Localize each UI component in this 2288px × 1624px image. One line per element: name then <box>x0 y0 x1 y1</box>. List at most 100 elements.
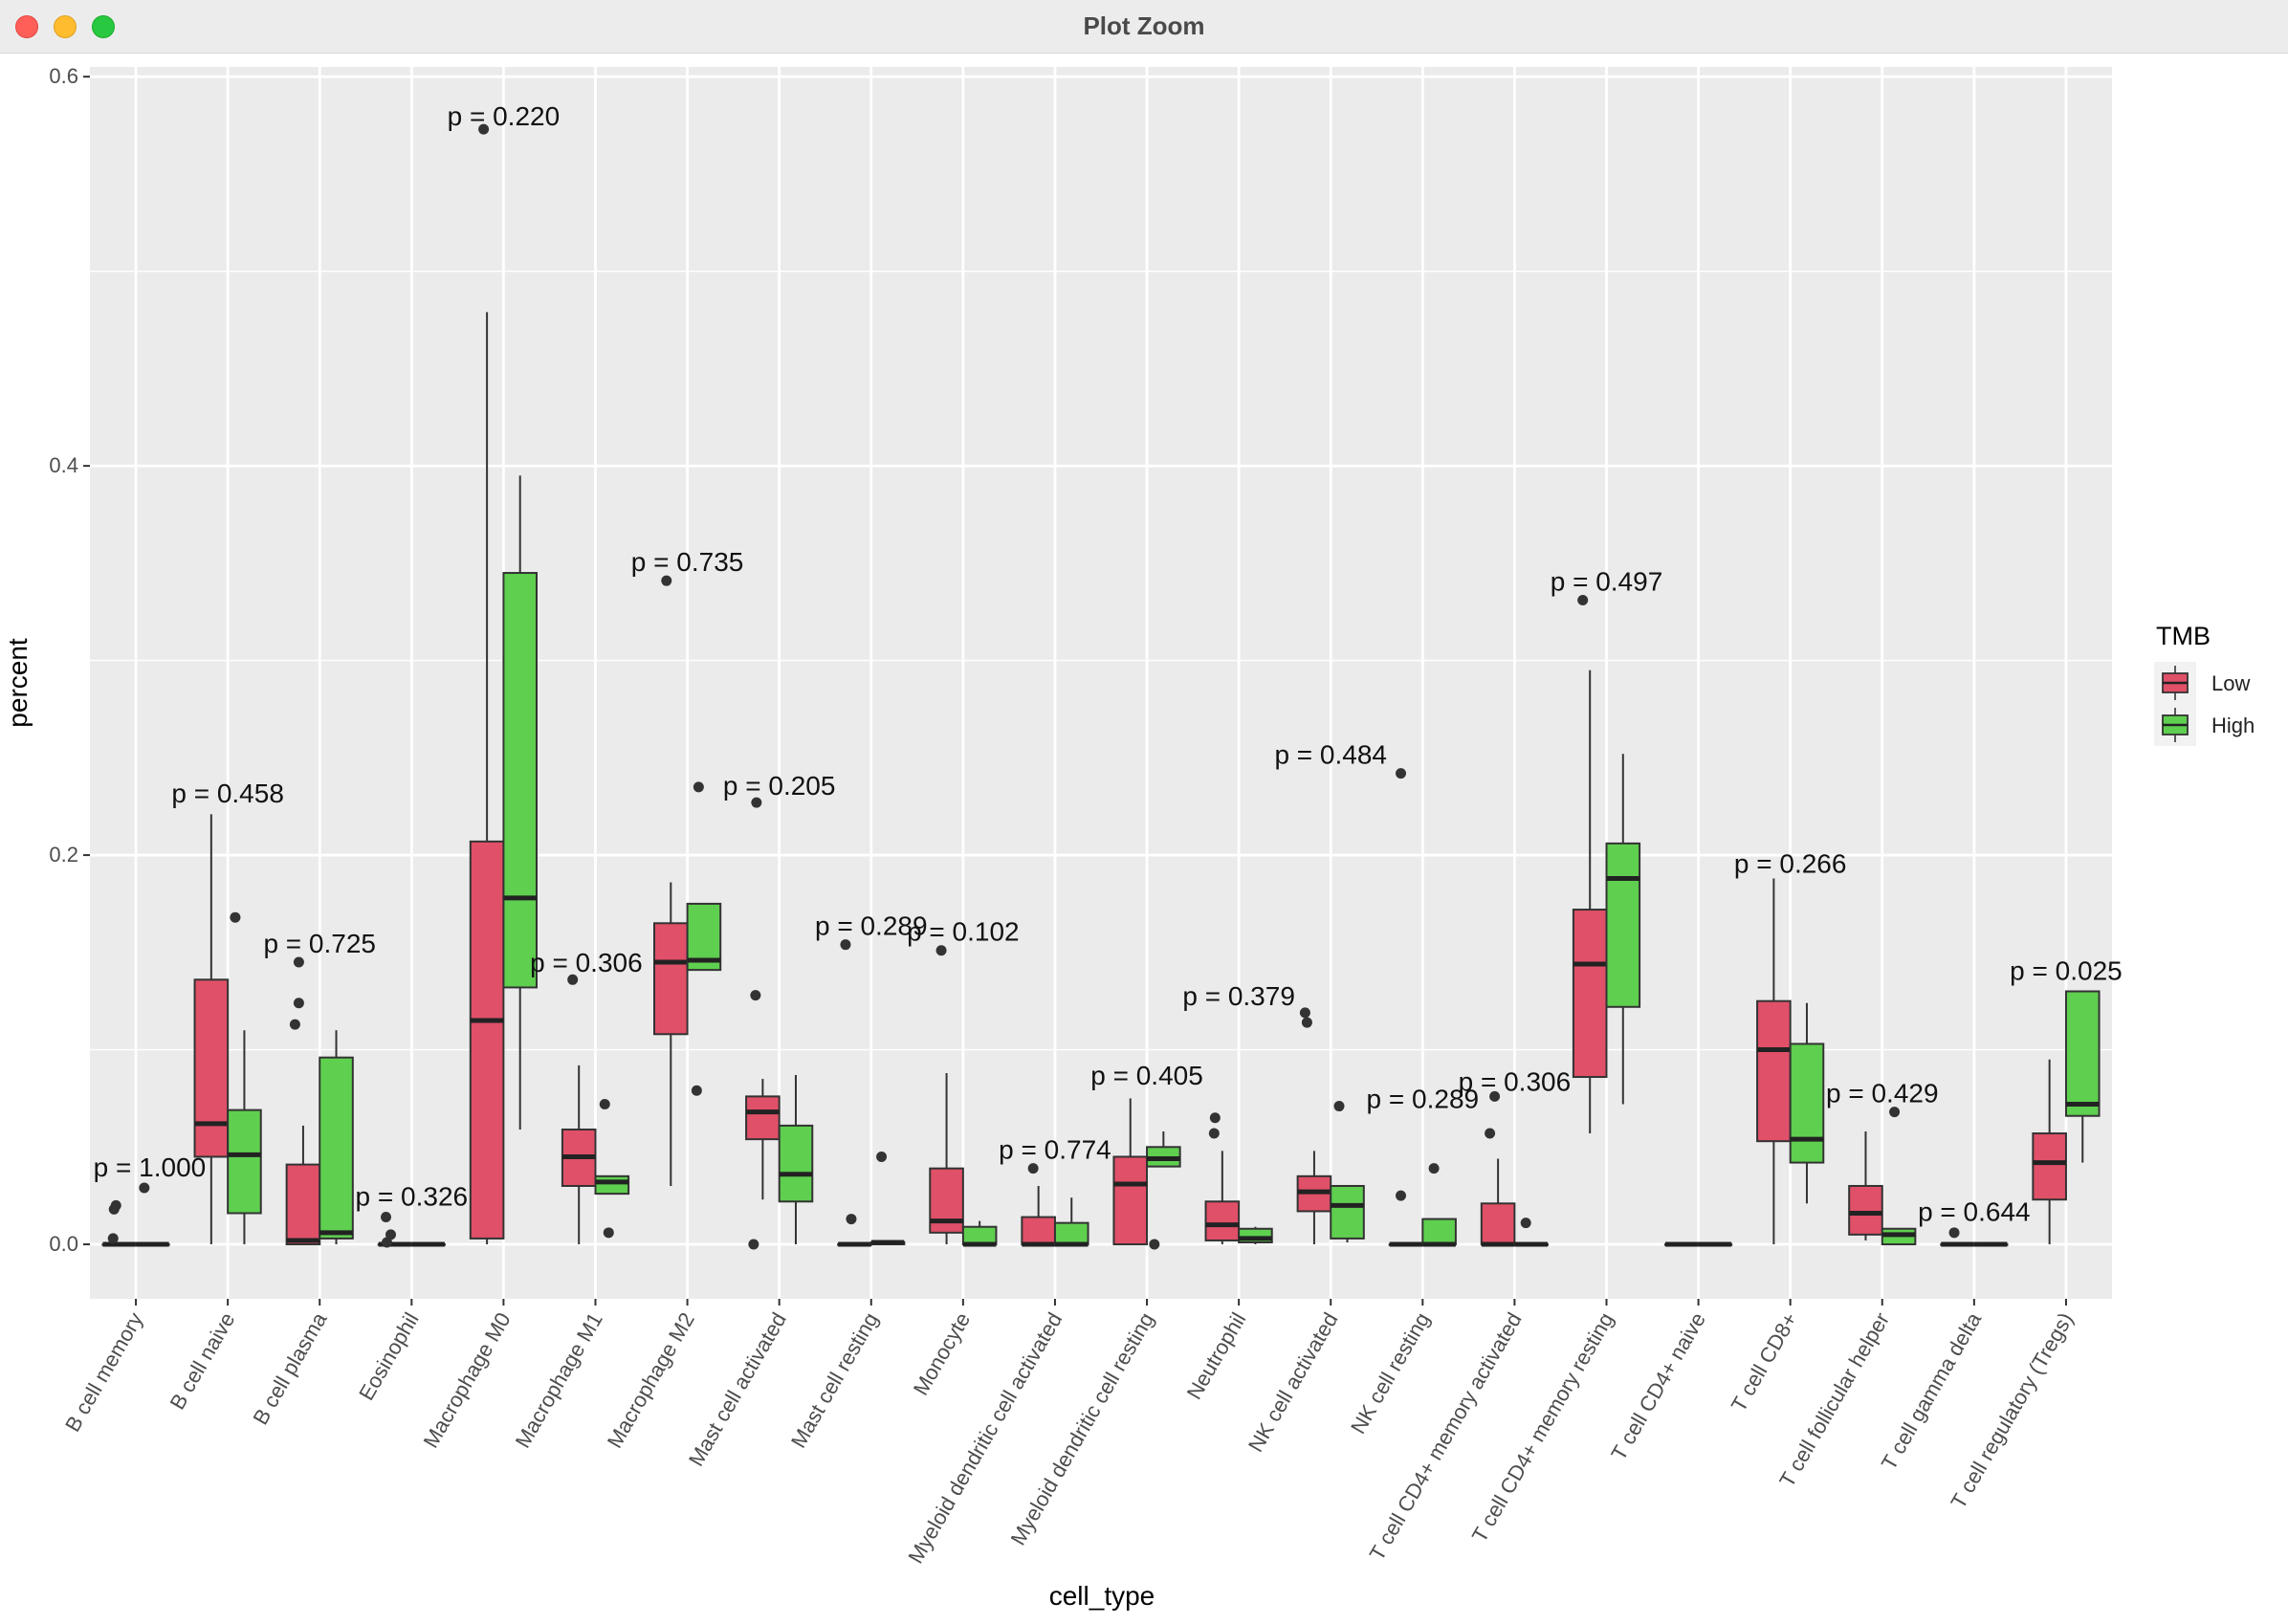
outlier-point <box>381 1212 392 1223</box>
outlier-point <box>382 1237 393 1248</box>
box-iqr <box>1204 1200 1241 1241</box>
box-iqr <box>319 1056 354 1240</box>
box-iqr <box>1053 1221 1089 1246</box>
outlier-point <box>599 1099 610 1110</box>
box-high-18 <box>1789 1002 1825 1204</box>
box-high-14 <box>1421 1163 1457 1247</box>
box-iqr <box>2032 1132 2067 1201</box>
box-iqr <box>502 572 539 989</box>
outlier-point <box>1301 1017 1312 1028</box>
box-iqr <box>2064 990 2101 1117</box>
box-low-17 <box>1663 1241 1700 1247</box>
box-low-9 <box>929 945 964 1245</box>
box-low-3 <box>377 1212 413 1248</box>
box-iqr <box>469 840 505 1240</box>
box-high-17 <box>1697 1241 1733 1247</box>
box-high-6 <box>686 781 722 1096</box>
p-value-labels: p = 1.000 p = 0.458 p = 0.725 p = 0.326 p = … <box>94 101 2123 1227</box>
outlier-point <box>1489 1090 1501 1102</box>
p-value-label: p = 0.326 <box>356 1181 469 1211</box>
outlier-point <box>661 575 672 586</box>
outlier-point <box>846 1214 857 1225</box>
outlier-point <box>840 939 851 951</box>
outlier-point <box>750 990 761 1001</box>
box-low-14 <box>1388 768 1424 1247</box>
legend-label-low: Low <box>2211 671 2250 695</box>
box-high-13 <box>1330 1101 1365 1242</box>
outlier-point <box>1027 1163 1039 1174</box>
box-iqr <box>193 978 230 1158</box>
outlier-point <box>693 781 704 793</box>
outlier-point <box>1396 1190 1407 1201</box>
y-tick-label: 0.2 <box>49 843 78 867</box>
box-low-0 <box>101 1199 138 1247</box>
box-low-1 <box>193 814 230 1245</box>
outlier-point <box>1333 1101 1345 1112</box>
outlier-point <box>1209 1112 1221 1124</box>
outlier-point <box>876 1151 888 1162</box>
p-value-label: p = 0.289 <box>815 911 928 941</box>
y-axis: 0.0 0.2 0.4 0.6 <box>49 64 90 1256</box>
box-iqr <box>1605 842 1641 1008</box>
outlier-point <box>1149 1239 1160 1250</box>
outlier-point <box>567 974 579 985</box>
box-iqr <box>778 1124 814 1203</box>
outlier-point <box>385 1229 397 1240</box>
p-value-label: p = 0.497 <box>1551 566 1663 596</box>
box-low-21 <box>2032 1059 2067 1245</box>
box-iqr <box>1572 909 1608 1079</box>
close-window-button[interactable] <box>15 15 38 38</box>
outlier-point <box>1889 1107 1901 1118</box>
box-high-15 <box>1513 1218 1550 1247</box>
box-high-2 <box>319 1030 354 1245</box>
box-high-12 <box>1238 1226 1273 1245</box>
outlier-point <box>603 1227 614 1239</box>
box-low-15 <box>1480 1090 1516 1247</box>
box-iqr <box>285 1163 321 1246</box>
box-low-11 <box>1112 1098 1149 1246</box>
minimize-window-button[interactable] <box>54 15 77 38</box>
box-high-1 <box>227 911 262 1245</box>
box-low-16 <box>1572 595 1608 1134</box>
box-high-19 <box>1881 1107 1917 1246</box>
box-iqr <box>961 1225 998 1246</box>
p-value-label: p = 0.025 <box>2010 955 2123 985</box>
p-value-label: p = 0.429 <box>1826 1079 1939 1108</box>
p-value-label: p = 0.644 <box>1918 1197 2031 1227</box>
outlier-point <box>1485 1128 1496 1139</box>
box-iqr <box>1848 1184 1883 1236</box>
box-high-16 <box>1605 754 1641 1105</box>
p-value-label: p = 0.774 <box>999 1135 1111 1165</box>
box-low-4 <box>469 123 505 1245</box>
outlier-point <box>1948 1227 1960 1239</box>
p-value-label: p = 0.458 <box>171 779 284 808</box>
y-tick-label: 0.0 <box>49 1232 78 1256</box>
box-low-6 <box>652 575 689 1186</box>
box-iqr <box>1330 1184 1365 1240</box>
outlier-point <box>1428 1163 1440 1174</box>
outlier-point <box>139 1182 150 1194</box>
box-low-18 <box>1756 878 1792 1245</box>
box-iqr <box>1112 1155 1149 1246</box>
maximize-window-button[interactable] <box>92 15 115 38</box>
box-high-0 <box>135 1182 170 1247</box>
y-tick-label: 0.6 <box>49 64 78 88</box>
outlier-point <box>1520 1218 1531 1229</box>
box-low-19 <box>1848 1131 1883 1240</box>
box-iqr <box>1421 1218 1457 1246</box>
box-iqr <box>1789 1042 1825 1164</box>
outlier-point <box>1208 1128 1220 1139</box>
p-value-label: p = 0.266 <box>1734 848 1847 878</box>
box-iqr <box>745 1095 781 1141</box>
box-high-7 <box>778 1075 814 1245</box>
box-iqr <box>594 1174 630 1196</box>
outlier-point <box>293 956 304 968</box>
window-title: Plot Zoom <box>1083 11 1205 40</box>
outlier-point <box>751 797 762 808</box>
box-high-8 <box>869 1151 906 1246</box>
box-high-4 <box>502 475 539 1130</box>
box-low-2 <box>285 956 321 1246</box>
p-value-label: p = 0.484 <box>1274 740 1387 770</box>
outlier-point <box>108 1203 120 1215</box>
p-value-label: p = 0.306 <box>530 948 643 977</box>
